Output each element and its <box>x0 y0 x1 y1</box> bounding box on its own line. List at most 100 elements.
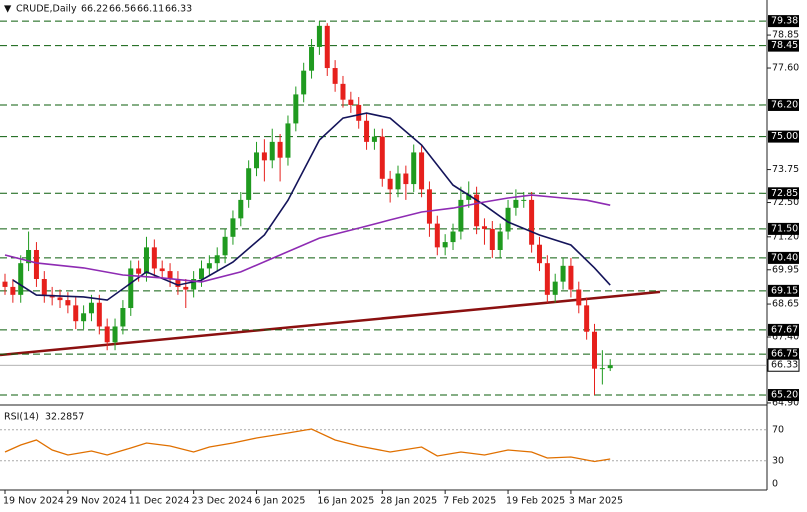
candle-body <box>450 231 456 243</box>
candle-body <box>411 152 417 185</box>
open-value: 66.22 <box>81 4 108 15</box>
candle-body <box>544 263 550 295</box>
candle-body <box>214 255 220 264</box>
candle-body <box>426 189 432 224</box>
level-box <box>768 98 799 111</box>
candle-body <box>505 207 511 232</box>
candle-body <box>96 302 102 327</box>
moving-average <box>4 194 611 283</box>
candle-body <box>552 281 558 295</box>
candle-body <box>57 297 63 301</box>
candle-body <box>143 247 149 274</box>
header: ▼ CRUDE,Daily 66.22 66.56 66.11 66.33 RS… <box>4 4 192 423</box>
candle-body <box>301 70 307 95</box>
y-tick-label: 67.40 <box>772 332 799 343</box>
candle-body <box>356 104 362 121</box>
x-tick-label: 19 Nov 2024 <box>3 496 64 507</box>
x-tick-label: 28 Jan 2025 <box>380 496 437 507</box>
rsi-value: 32.2857 <box>45 412 84 423</box>
candle-body <box>222 236 228 256</box>
candle-body <box>81 313 87 322</box>
candle-body <box>41 279 47 295</box>
candle-body <box>521 199 527 201</box>
candle-body <box>592 331 597 369</box>
level-label: 75.00 <box>771 131 798 142</box>
rsi-label: RSI(14) <box>4 412 39 423</box>
candle-body <box>458 199 464 232</box>
candle-body <box>529 199 535 245</box>
level-box <box>768 39 799 52</box>
x-tick-label: 3 Mar 2025 <box>569 496 623 507</box>
candle-body <box>191 279 197 290</box>
candle-body <box>560 265 566 282</box>
candle-body <box>73 305 79 322</box>
candle-body <box>10 286 16 295</box>
candle-body <box>128 268 134 309</box>
candle-body <box>183 286 189 290</box>
candle-body <box>403 173 409 185</box>
candle-body <box>230 218 236 237</box>
candle-body <box>316 25 322 47</box>
candle-body <box>199 268 204 280</box>
trendline <box>0 290 661 357</box>
level-box <box>768 389 799 402</box>
candle-body <box>419 152 425 190</box>
level-box <box>768 187 799 200</box>
candle-body <box>269 141 275 161</box>
candle-body <box>371 136 377 142</box>
candle-body <box>379 136 385 179</box>
collapse-arrow: ▼ <box>4 4 12 15</box>
x-tick-label: 7 Feb 2025 <box>443 496 496 507</box>
candle-body <box>159 268 165 272</box>
x-tick-label: 19 Feb 2025 <box>506 496 565 507</box>
level-box <box>768 222 799 235</box>
level-box <box>768 130 799 143</box>
candle-body <box>206 263 212 269</box>
rsi-tick-label: 0 <box>772 479 778 490</box>
rsi-tick-label: 30 <box>772 455 784 466</box>
candle-body <box>364 120 370 142</box>
candle-body <box>65 300 71 306</box>
candle-body <box>88 302 94 314</box>
candle-body <box>33 249 39 280</box>
low-value: 66.11 <box>137 4 164 15</box>
candle-body <box>104 326 110 343</box>
candle-body <box>261 152 267 161</box>
candle-body <box>2 281 8 287</box>
candle-body <box>387 178 393 190</box>
x-tick-label: 23 Dec 2024 <box>192 496 253 507</box>
moving-average <box>12 112 611 301</box>
candle-body <box>474 194 480 227</box>
y-tick-label: 68.65 <box>772 299 799 310</box>
y-tick-label: 73.75 <box>772 164 799 175</box>
candle-body <box>489 228 495 250</box>
level-label: 66.75 <box>771 349 798 360</box>
x-tick-label: 6 Jan 2025 <box>255 496 306 507</box>
y-tick-label: 71.20 <box>772 231 799 242</box>
level-box <box>768 348 799 361</box>
rsi-line <box>4 428 611 463</box>
level-label: 72.85 <box>771 188 798 199</box>
y-tick-label: 77.60 <box>772 63 799 74</box>
candle-body <box>175 279 181 287</box>
last-price-label: 66.33 <box>771 360 798 371</box>
candle-body <box>568 265 574 290</box>
candle-body <box>277 141 283 158</box>
candle-body <box>238 199 244 219</box>
level-label: 69.15 <box>771 285 798 296</box>
candle-body <box>254 152 260 169</box>
symbol: CRUDE,Daily <box>16 4 77 15</box>
level-box <box>768 15 799 28</box>
candle-body <box>513 199 519 208</box>
candle-body <box>442 242 448 248</box>
y-tick-label: 64.90 <box>772 397 799 408</box>
candle-body <box>332 68 338 84</box>
candle-body <box>481 226 487 229</box>
rsi-tick-label: 70 <box>772 424 784 435</box>
high-value: 66.56 <box>109 4 136 15</box>
candle-body <box>293 94 299 124</box>
level-label: 76.20 <box>771 99 798 110</box>
candle-body <box>599 368 605 370</box>
candle-body <box>246 168 252 200</box>
